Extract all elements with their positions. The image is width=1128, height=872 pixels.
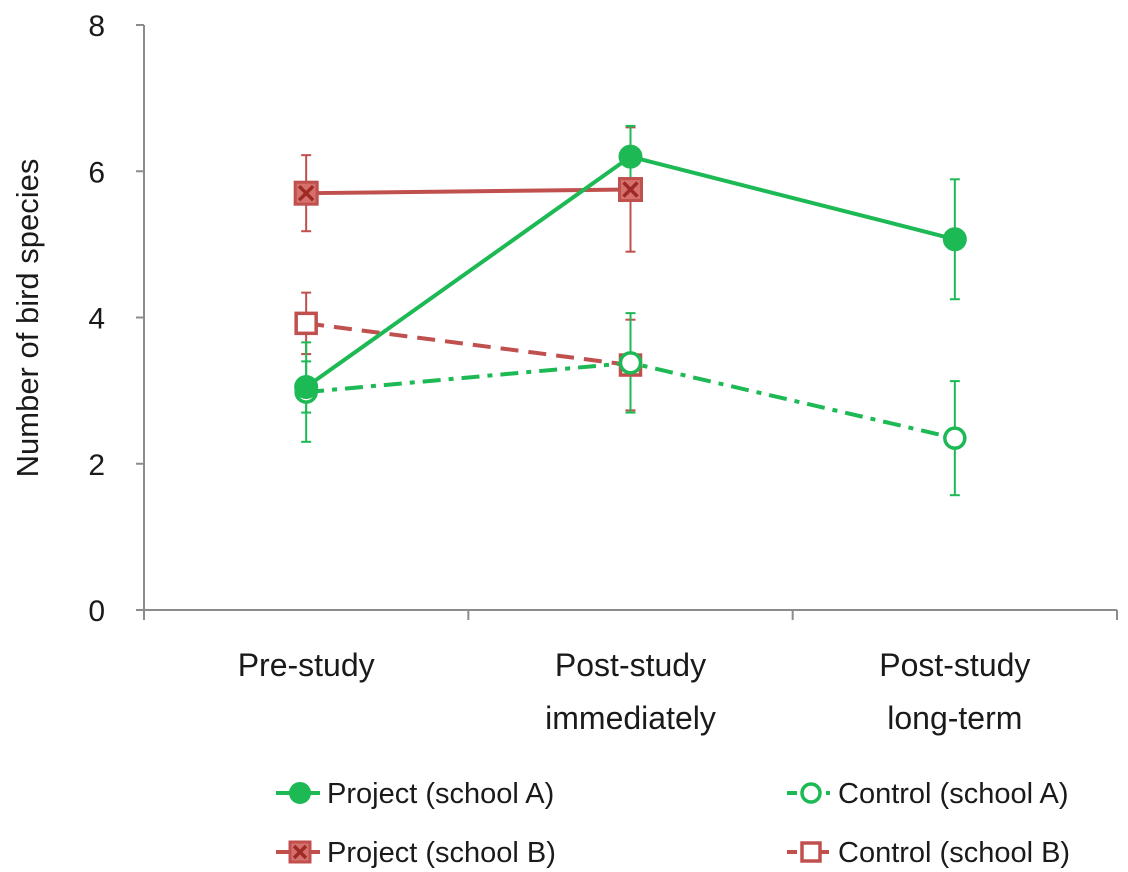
x-tick-label: Post-study bbox=[555, 647, 706, 683]
x-tick-label: long-term bbox=[887, 700, 1022, 736]
data-point bbox=[618, 177, 643, 203]
data-point bbox=[294, 311, 318, 336]
data-point bbox=[800, 782, 822, 804]
marker-cross bbox=[622, 181, 639, 198]
data-point bbox=[288, 840, 312, 864]
series-2-markers bbox=[293, 177, 643, 206]
x-tick-label: Post-study bbox=[879, 647, 1030, 683]
legend-label: Project (school A) bbox=[327, 778, 554, 810]
legend-item: Control (school A) bbox=[787, 778, 1069, 810]
data-point bbox=[294, 374, 319, 399]
data-point bbox=[289, 782, 311, 804]
series-line bbox=[305, 321, 631, 368]
legend-label: Project (school B) bbox=[327, 837, 556, 869]
data-point bbox=[942, 227, 967, 252]
data-point bbox=[800, 841, 822, 863]
marker-cross bbox=[292, 844, 308, 860]
legend-label: Control (school B) bbox=[838, 837, 1070, 869]
y-axis-title: Number of bird species bbox=[10, 159, 45, 478]
axes: 0 2 4 6 8 Pre-study Post-study immediately Post-… bbox=[88, 10, 1118, 736]
series-1-error-bars bbox=[301, 312, 960, 497]
y-tick-label: 4 bbox=[88, 303, 105, 336]
data-point bbox=[618, 144, 643, 169]
y-tick-label: 8 bbox=[88, 10, 105, 43]
legend: Project (school A) Control (school A) Proj… bbox=[276, 778, 1070, 869]
data-point bbox=[618, 351, 643, 375]
data-point bbox=[293, 180, 319, 206]
y-tick-label: 2 bbox=[88, 449, 105, 482]
legend-label: Control (school A) bbox=[838, 778, 1069, 810]
legend-item: Project (school B) bbox=[276, 837, 556, 869]
plot-area bbox=[293, 124, 967, 497]
series-line bbox=[306, 187, 631, 196]
y-tick-label: 6 bbox=[88, 156, 105, 189]
series-3-error-bars bbox=[301, 291, 636, 412]
marker-cross bbox=[297, 184, 315, 202]
legend-item: Project (school A) bbox=[276, 778, 554, 810]
x-tick-label: immediately bbox=[545, 700, 716, 736]
series-0-markers bbox=[294, 144, 967, 399]
legend-item: Control (school B) bbox=[787, 837, 1070, 869]
data-point bbox=[943, 426, 967, 450]
y-tick-label: 0 bbox=[88, 595, 105, 628]
x-tick-label: Pre-study bbox=[238, 647, 375, 683]
